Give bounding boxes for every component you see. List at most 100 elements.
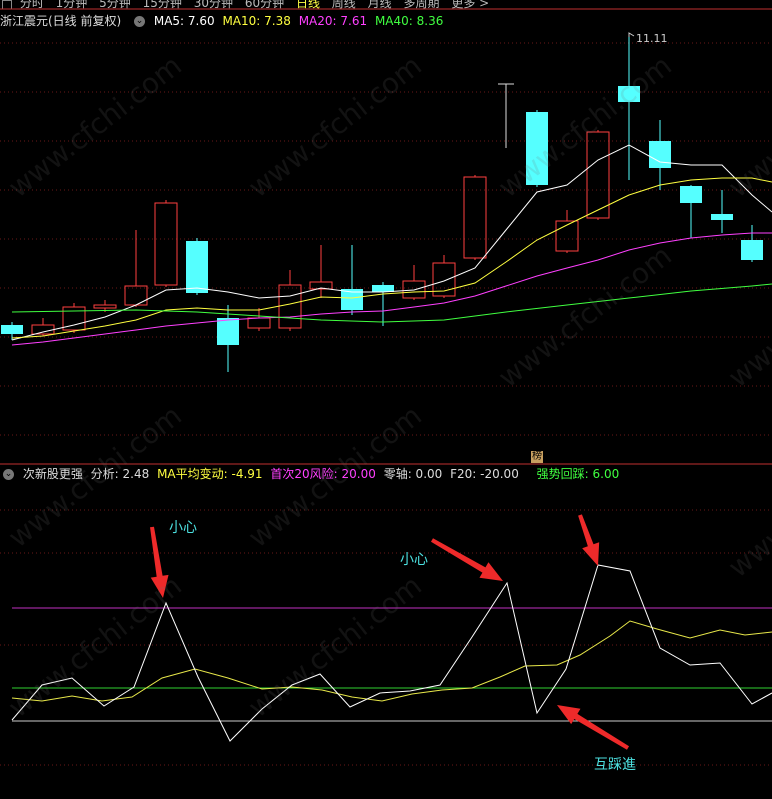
- ma-change-value: MA平均变动: -4.91: [157, 467, 263, 481]
- candle-body: [680, 186, 702, 203]
- chevron-down-icon[interactable]: ⌄: [3, 469, 14, 480]
- strong-pullback-value: 强势回踩: 6.00: [536, 467, 620, 481]
- candlestick: [402, 265, 426, 300]
- candlestick: [526, 110, 548, 187]
- candle-body: [341, 289, 363, 310]
- indicator-chart[interactable]: [0, 465, 772, 799]
- candlestick: [372, 282, 394, 326]
- tab-weekly[interactable]: 周线: [331, 0, 356, 9]
- ma10-line: [11, 177, 772, 339]
- candle-body: [93, 304, 117, 309]
- indicator-name[interactable]: 次新股更强: [22, 467, 83, 481]
- candle-body: [186, 241, 208, 293]
- candle-body: [711, 214, 733, 220]
- more-arrow-icon: >: [479, 0, 490, 9]
- careful-annotation-2: 小心: [400, 552, 428, 568]
- zero-axis-value: 零轴: 0.00: [383, 467, 443, 481]
- ma-lines: [11, 144, 772, 346]
- candlestick: [618, 37, 640, 180]
- tab-fenshi[interactable]: 分时: [19, 0, 44, 9]
- candle-body: [62, 306, 86, 331]
- candlestick: [555, 210, 579, 253]
- candlestick: [498, 83, 514, 148]
- candle-body: [124, 285, 148, 306]
- candle-body: [618, 86, 640, 102]
- candle-body: [309, 281, 333, 290]
- candlestick: [341, 245, 363, 315]
- candle-body: [278, 284, 302, 329]
- candle-body: [1, 325, 23, 334]
- grid-lines: [0, 42, 772, 436]
- candlestick-chart[interactable]: 11.11: [0, 0, 772, 465]
- grid-lines: [0, 509, 772, 766]
- stock-title[interactable]: 浙江震元(日线 前复权): [0, 14, 122, 28]
- ma5-label: MA5: 7.60: [153, 14, 215, 28]
- candlestick: [31, 318, 55, 336]
- tab-1min[interactable]: 1分钟: [55, 0, 88, 9]
- candle-body: [432, 262, 456, 297]
- candle-body: [463, 176, 487, 259]
- red-arrow: [557, 705, 630, 750]
- candle-body: [247, 317, 271, 329]
- candlestick: [432, 255, 456, 298]
- tab-60min[interactable]: 60分钟: [244, 0, 285, 9]
- arrow-shape: [557, 705, 630, 750]
- candle-body: [217, 318, 239, 345]
- analysis-value: 分析: 2.48: [90, 467, 150, 481]
- mutual-step-annotation: 互踩進: [594, 757, 636, 773]
- candlestick: [680, 185, 702, 238]
- tab-monthly[interactable]: 月线: [367, 0, 392, 9]
- candlestick: [217, 305, 239, 372]
- candlestick: [247, 308, 271, 331]
- arrow-shape: [430, 538, 503, 581]
- candlestick: [711, 190, 733, 233]
- candle-body: [372, 285, 394, 292]
- indicator-info-row: ⌄ 次新股更强 分析: 2.48 MA平均变动: -4.91 首次20风险: 2…: [0, 466, 623, 482]
- candle-body: [154, 202, 178, 286]
- toolbar-icon[interactable]: [2, 0, 12, 9]
- candle-body: [31, 324, 55, 335]
- candlestick: [463, 175, 487, 260]
- tab-more[interactable]: 更多 >: [451, 0, 489, 9]
- candles: [1, 37, 763, 372]
- tab-5min[interactable]: 5分钟: [99, 0, 131, 9]
- candle-body: [402, 280, 426, 299]
- main-chart-info-row: 浙江震元(日线 前复权) ⌄ MA5: 7.60 MA10: 7.38 MA20…: [0, 13, 447, 29]
- candlestick: [741, 225, 763, 262]
- high-price-label: 11.11: [636, 32, 668, 45]
- careful-annotation-1: 小心: [169, 520, 197, 536]
- candlestick: [1, 322, 23, 340]
- candle-body: [586, 131, 610, 219]
- tab-15min[interactable]: 15分钟: [142, 0, 182, 9]
- red-arrow: [430, 538, 503, 581]
- ma10-label: MA10: 7.38: [222, 14, 291, 28]
- ma40-label: MA40: 8.36: [374, 14, 444, 28]
- arrow-shape: [150, 526, 169, 598]
- tab-multi-period[interactable]: 多周期: [403, 0, 440, 9]
- first20-risk-value: 首次20风险: 20.00: [270, 467, 376, 481]
- candlestick: [186, 238, 208, 295]
- candlestick: [649, 120, 671, 190]
- rank-badge[interactable]: 榜: [531, 451, 543, 463]
- analysis-line: [11, 564, 772, 742]
- candle-body: [555, 220, 579, 252]
- candlestick: [154, 200, 178, 287]
- red-arrows: [150, 514, 630, 750]
- chevron-down-icon[interactable]: ⌄: [134, 16, 146, 27]
- ma20-line: [11, 232, 772, 346]
- ma20-label: MA20: 7.61: [298, 14, 368, 28]
- ma5-line: [11, 144, 772, 341]
- red-arrow: [150, 526, 169, 598]
- candlestick: [62, 303, 86, 333]
- f20-value: F20: -20.00: [450, 467, 519, 481]
- ma-change-line: [11, 620, 772, 702]
- period-toolbar: 分时 1分钟 5分钟 15分钟 30分钟 60分钟 日线 周线 月线 多周期 更…: [0, 0, 772, 9]
- candlestick: [278, 270, 302, 331]
- candle-body: [526, 112, 548, 185]
- tab-more-label: 更多: [451, 0, 476, 9]
- candlestick: [124, 230, 148, 307]
- arrow-shape: [578, 514, 600, 566]
- tab-30min[interactable]: 30分钟: [193, 0, 233, 9]
- tab-daily[interactable]: 日线: [295, 0, 320, 9]
- candlestick: [586, 130, 610, 220]
